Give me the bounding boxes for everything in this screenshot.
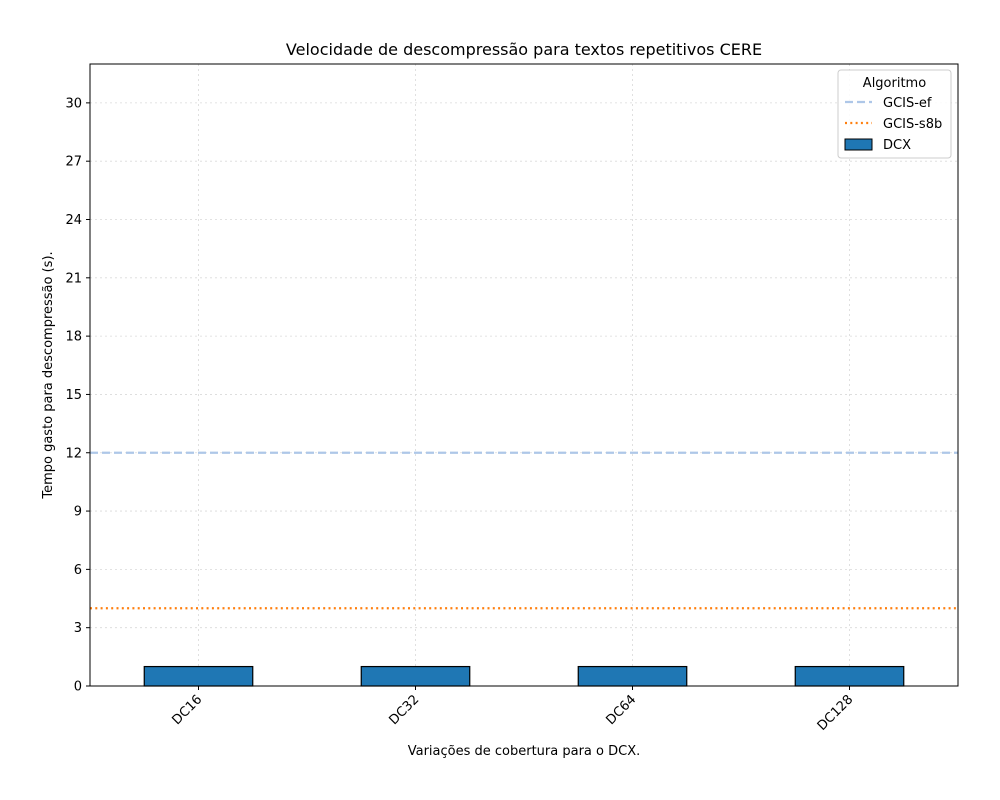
x-axis-ticks: DC16 DC32 DC64 DC128 — [170, 686, 857, 734]
y-tick-label: 3 — [74, 621, 82, 636]
y-axis-ticks: 0 3 6 9 12 15 18 21 24 27 30 — [65, 96, 90, 695]
x-tick-label: DC16 — [170, 692, 206, 728]
chart-title: Velocidade de descompressão para textos … — [286, 40, 762, 59]
y-tick-label: 18 — [65, 330, 82, 345]
bars — [143, 665, 905, 687]
y-axis-label: Tempo gasto para descompressão (s). — [41, 251, 56, 499]
legend-label: GCIS-s8b — [883, 117, 942, 132]
x-tick-label: DC64 — [604, 692, 640, 728]
y-tick-label: 12 — [65, 446, 82, 461]
legend-box — [837, 69, 952, 159]
y-tick-label: 0 — [74, 680, 82, 695]
bar-dc16 — [143, 665, 254, 687]
reference-lines — [90, 451, 958, 610]
legend-swatch-dcx — [844, 138, 873, 151]
y-tick-label: 27 — [65, 155, 82, 170]
y-tick-label: 6 — [74, 563, 82, 578]
legend-label: GCIS-ef — [883, 96, 932, 111]
grid — [90, 64, 958, 687]
y-tick-label: 30 — [65, 96, 82, 111]
legend-title: Algoritmo — [863, 76, 926, 91]
y-tick-label: 21 — [65, 271, 82, 286]
legend-label: DCX — [883, 138, 911, 153]
bar-dc128 — [794, 665, 905, 687]
y-tick-label: 24 — [65, 213, 82, 228]
x-tick-label: DC128 — [815, 692, 857, 734]
y-tick-label: 15 — [65, 388, 82, 403]
x-tick-label: DC32 — [387, 692, 423, 728]
bar-dc64 — [577, 665, 688, 687]
legend: Algoritmo GCIS-ef GCIS-s8b DCX — [837, 69, 952, 159]
bar-dc32 — [360, 665, 471, 687]
x-axis-label: Variações de cobertura para o DCX. — [408, 744, 641, 759]
plot-frame — [89, 63, 959, 687]
y-tick-label: 9 — [74, 505, 82, 520]
